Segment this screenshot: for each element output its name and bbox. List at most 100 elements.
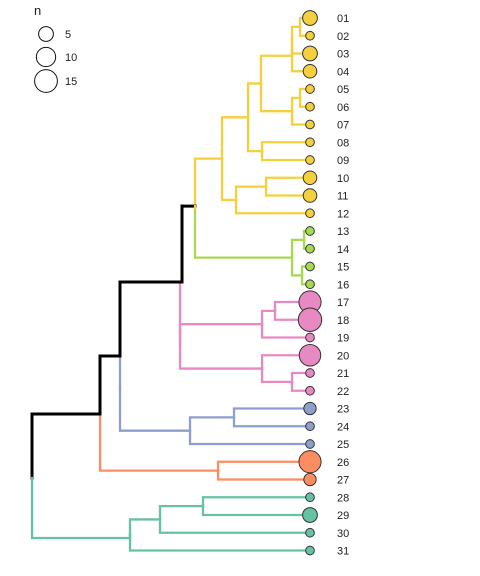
tip-point-09 (305, 155, 315, 165)
tip-point-26 (298, 450, 322, 474)
tip-point-14 (305, 243, 315, 254)
legend-label-10: 10 (65, 52, 77, 64)
tip-label-30: 30 (337, 528, 349, 540)
branch-node (220, 157, 238, 202)
tip-label-11: 11 (337, 191, 348, 203)
tip-label-15: 15 (337, 262, 349, 274)
branch-node (290, 256, 304, 277)
tip-point-16 (305, 279, 315, 290)
tip-label-14: 14 (337, 244, 349, 256)
tip-point-04 (302, 63, 318, 79)
tip-points (297, 10, 323, 556)
tip-label-09: 09 (337, 155, 349, 167)
size-legend: n 5 10 15 (34, 3, 77, 93)
tip-label-21: 21 (337, 368, 349, 380)
branch-24 (232, 416, 312, 428)
tip-point-13 (305, 226, 315, 236)
tip-label-16: 16 (337, 279, 349, 291)
tip-label-28: 28 (337, 492, 349, 504)
tip-point-22 (305, 385, 315, 396)
tip-labels: 01 02 03 04 05 06 07 08 09 10 11 12 13 14 15 16 17 18 19 20… (337, 13, 349, 558)
tip-point-12 (305, 208, 315, 219)
branch-node (178, 345, 264, 370)
branch-node (98, 412, 220, 472)
tip-label-25: 25 (337, 439, 349, 451)
branch-node (259, 82, 294, 113)
branch-node (259, 54, 294, 85)
tip-label-29: 29 (337, 510, 349, 522)
tip-label-17: 17 (337, 297, 349, 309)
tip-label-05: 05 (337, 84, 349, 96)
tip-label-13: 13 (337, 226, 349, 238)
branch-node (193, 157, 224, 210)
branch-node (178, 323, 264, 348)
branch-21 (290, 371, 312, 384)
branch-node (246, 82, 263, 119)
tip-label-04: 04 (337, 66, 349, 78)
tip-point-28 (305, 492, 315, 503)
branch-node (290, 96, 302, 113)
branch-node (290, 25, 302, 42)
tip-point-31 (305, 545, 315, 556)
branch-node (234, 185, 268, 202)
branch-31 (128, 533, 312, 552)
tip-point-19 (305, 332, 315, 343)
branch-09 (260, 149, 312, 162)
tip-label-22: 22 (337, 386, 349, 398)
tip-point-20 (298, 344, 322, 367)
tip-point-15 (305, 261, 315, 272)
branch-node (260, 309, 277, 326)
tip-point-18 (297, 307, 323, 332)
legend-label-15: 15 (65, 76, 77, 88)
branch-29 (201, 504, 312, 517)
tip-point-25 (305, 439, 315, 449)
tip-label-08: 08 (337, 137, 349, 149)
tip-point-23 (303, 401, 317, 416)
branch-node (290, 238, 306, 259)
tip-label-19: 19 (337, 333, 349, 345)
tip-point-05 (305, 84, 315, 94)
branch-22 (290, 380, 312, 392)
branch-08 (260, 141, 312, 153)
branch-node (30, 476, 132, 540)
legend-title: n (34, 3, 41, 18)
legend-key-5 (38, 26, 54, 42)
tip-point-08 (305, 137, 315, 148)
tip-label-10: 10 (337, 173, 349, 185)
tip-label-24: 24 (337, 421, 349, 433)
tip-label-03: 03 (337, 49, 349, 61)
branch-07 (290, 110, 312, 126)
tip-label-01: 01 (337, 13, 349, 25)
legend-label-5: 5 (65, 29, 71, 41)
branch-23 (232, 407, 312, 419)
tip-label-02: 02 (337, 31, 349, 43)
tip-label-20: 20 (337, 350, 349, 362)
branch-node (158, 504, 205, 521)
branch-node (118, 387, 192, 432)
branch-17 (273, 300, 312, 313)
branch-node (128, 518, 162, 537)
tip-point-24 (305, 421, 315, 432)
legend-key-10 (35, 46, 57, 68)
tip-point-03 (302, 45, 318, 62)
tree-branches (30, 16, 312, 552)
branch-11 (264, 185, 312, 197)
branch-27 (216, 469, 312, 481)
branch-node (193, 206, 294, 259)
tip-point-01 (302, 10, 318, 26)
tip-label-12: 12 (337, 208, 349, 220)
branch-19 (260, 323, 312, 339)
branch-30 (158, 518, 312, 534)
branch-12 (234, 198, 312, 215)
branch-node (260, 367, 294, 384)
tip-label-27: 27 (337, 475, 349, 487)
branch-25 (188, 429, 312, 446)
tip-label-31: 31 (337, 546, 349, 558)
branch-node (246, 116, 264, 153)
branch-node (188, 416, 236, 432)
tip-point-21 (305, 368, 315, 378)
tip-point-30 (305, 527, 315, 538)
branch-28 (201, 496, 312, 508)
tip-label-23: 23 (337, 404, 349, 416)
